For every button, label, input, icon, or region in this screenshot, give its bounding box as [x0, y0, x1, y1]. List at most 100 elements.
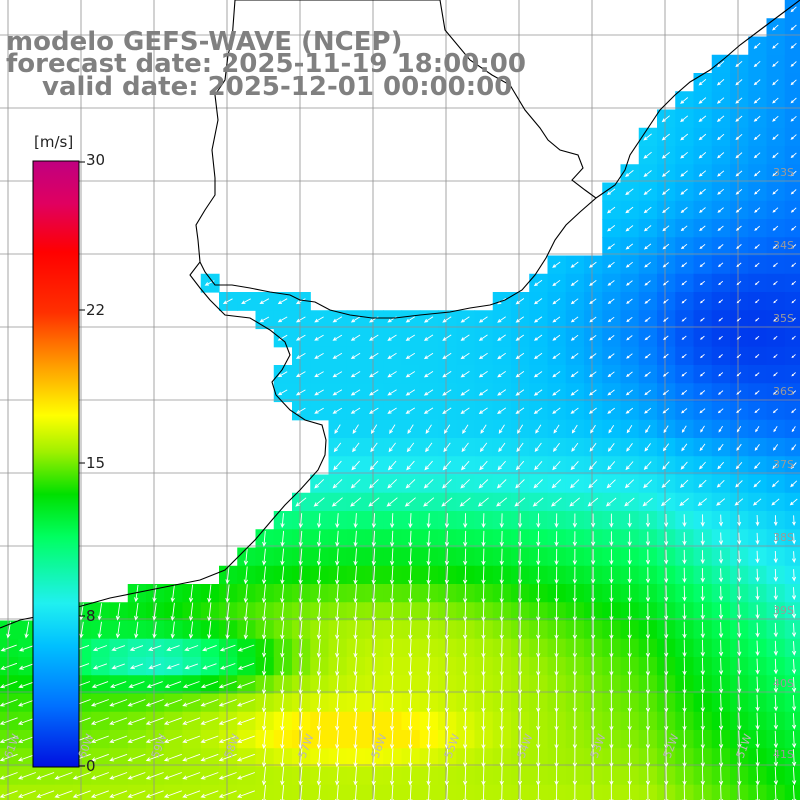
wind-arrow [737, 604, 742, 620]
wind-arrow [590, 766, 596, 786]
wind-speed-cell [784, 565, 800, 585]
wind-speed-cell [784, 766, 800, 786]
wind-arrow [569, 497, 580, 507]
wind-arrow [718, 622, 724, 639]
latitude-label: 38S [773, 531, 794, 544]
wind-arrow [700, 425, 705, 433]
wind-arrow [515, 316, 525, 323]
wind-speed-cell [784, 675, 800, 695]
wind-arrow [182, 717, 201, 725]
wind-arrow [590, 730, 596, 750]
wind-arrow [298, 748, 303, 768]
wind-arrow [517, 657, 523, 677]
wind-arrow [736, 280, 742, 286]
wind-arrow [295, 334, 306, 341]
wind-arrow [261, 675, 267, 695]
wind-arrow [736, 262, 742, 268]
wind-arrow [497, 389, 507, 396]
wind-arrow [716, 152, 725, 159]
wind-speed-cell [748, 109, 768, 129]
wind-arrow [773, 622, 778, 638]
wind-arrow [645, 748, 651, 768]
wind-arrow [332, 316, 343, 323]
wind-arrow [590, 424, 596, 434]
wind-arrow [661, 170, 670, 177]
wind-arrow [463, 548, 468, 566]
wind-arrow [225, 584, 230, 603]
wind-arrow [718, 335, 723, 340]
wind-speed-cell [547, 365, 567, 384]
wind-arrow [127, 790, 146, 798]
wind-arrow [426, 748, 431, 768]
wind-arrow [664, 711, 669, 731]
wind-arrow [533, 352, 543, 360]
wind-arrow [680, 97, 689, 104]
wind-arrow [202, 644, 217, 652]
wind-arrow [514, 497, 526, 507]
wind-arrow [536, 657, 541, 677]
wind-arrow [718, 550, 724, 564]
wind-arrow [280, 748, 285, 768]
wind-speed-cell [310, 474, 330, 494]
wind-arrow [625, 206, 634, 214]
wind-speed-cell [784, 456, 800, 476]
wind-arrow [408, 657, 413, 677]
wind-speed-cell [565, 255, 585, 275]
wind-arrow [664, 639, 669, 658]
wind-arrow [298, 675, 303, 695]
wind-arrow [408, 548, 413, 566]
latitude-label: 37S [773, 458, 794, 471]
wind-speed-cell [565, 310, 585, 330]
wind-arrow [700, 568, 705, 583]
wind-arrow [182, 699, 201, 707]
wind-arrow [607, 280, 615, 286]
wind-arrow [755, 748, 760, 768]
wind-arrow [145, 699, 164, 707]
wind-arrow [572, 584, 578, 603]
wind-arrow [498, 424, 505, 434]
wind-arrow [350, 479, 361, 489]
wind-speed-cell [419, 456, 439, 476]
wind-arrow [773, 280, 778, 286]
wind-arrow [718, 354, 723, 359]
wind-arrow [261, 584, 267, 604]
wind-arrow [700, 639, 705, 657]
wind-arrow [496, 497, 508, 507]
wind-arrow [313, 497, 325, 507]
wind-arrow [572, 766, 578, 786]
wind-arrow [554, 638, 559, 658]
wind-arrow [536, 548, 541, 566]
wind-arrow [698, 97, 707, 104]
wind-arrow [682, 639, 687, 658]
wind-speed-cell [675, 310, 695, 330]
wind-arrow [700, 532, 705, 546]
wind-arrow [607, 461, 616, 471]
wind-arrow [661, 188, 670, 195]
wind-arrow [736, 425, 742, 433]
wind-arrow [314, 479, 325, 489]
wind-arrow [218, 735, 237, 744]
wind-arrow [772, 408, 779, 414]
wind-arrow [277, 371, 288, 378]
wind-arrow [389, 602, 395, 622]
wind-arrow [625, 407, 634, 414]
wind-arrow [316, 620, 322, 640]
wind-arrow [262, 548, 267, 566]
wind-arrow [387, 479, 398, 489]
wind-arrow [700, 675, 705, 694]
wind-arrow [406, 460, 415, 471]
wind-arrow [163, 772, 182, 780]
wind-arrow [261, 620, 267, 640]
wind-arrow [717, 170, 725, 177]
wind-arrow [755, 532, 760, 545]
wind-arrow [442, 407, 452, 414]
wind-arrow [481, 530, 486, 547]
wind-arrow [371, 513, 376, 529]
wind-arrow [515, 334, 525, 341]
wind-arrow [280, 766, 285, 786]
wind-arrow [718, 658, 724, 676]
wind-arrow [662, 206, 670, 214]
wind-arrow [699, 372, 705, 377]
wind-arrow [481, 584, 486, 604]
wind-arrow [109, 753, 128, 762]
